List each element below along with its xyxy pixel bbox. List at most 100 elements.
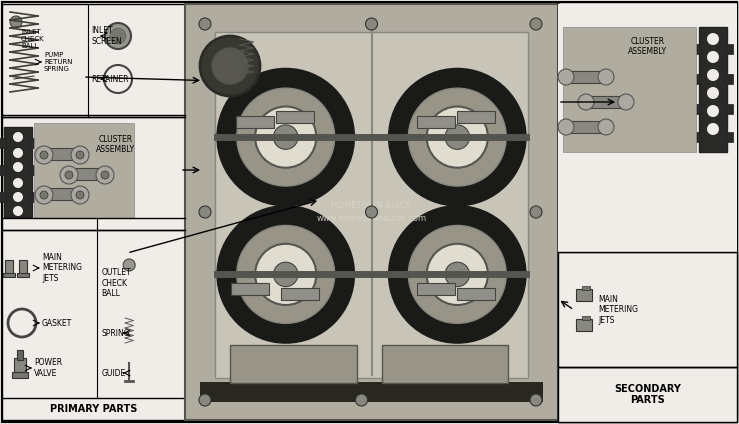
Circle shape <box>409 88 506 186</box>
Circle shape <box>13 132 23 142</box>
Circle shape <box>255 106 316 168</box>
Bar <box>200 382 543 402</box>
Circle shape <box>76 151 84 159</box>
Bar <box>418 283 455 296</box>
Circle shape <box>13 178 23 188</box>
Circle shape <box>255 244 316 305</box>
Bar <box>699 27 727 152</box>
Bar <box>69 168 105 180</box>
Bar <box>693 44 701 54</box>
Bar <box>0 138 6 148</box>
Circle shape <box>65 171 73 179</box>
Circle shape <box>598 69 614 85</box>
Bar <box>2 4 185 117</box>
Bar <box>725 132 733 142</box>
Circle shape <box>707 33 719 45</box>
Bar <box>185 4 558 420</box>
Bar <box>576 319 592 331</box>
Circle shape <box>200 36 260 96</box>
Text: MAIN
METERING
JETS: MAIN METERING JETS <box>42 254 82 282</box>
Text: SECONDARY
PARTS: SECONDARY PARTS <box>614 384 681 405</box>
Circle shape <box>110 28 126 44</box>
Circle shape <box>707 51 719 63</box>
Bar <box>276 111 314 123</box>
Circle shape <box>218 206 354 343</box>
Circle shape <box>40 191 48 199</box>
Circle shape <box>273 262 298 287</box>
Bar <box>30 192 40 202</box>
Bar <box>558 4 737 252</box>
Circle shape <box>104 65 132 93</box>
Circle shape <box>426 244 488 305</box>
Circle shape <box>13 162 23 172</box>
Circle shape <box>707 87 719 99</box>
Bar <box>498 382 540 402</box>
Circle shape <box>618 94 634 110</box>
Circle shape <box>199 18 211 30</box>
Circle shape <box>236 88 335 186</box>
Bar <box>586 96 626 108</box>
Circle shape <box>10 16 22 28</box>
Bar <box>693 104 701 114</box>
Circle shape <box>71 186 89 204</box>
Circle shape <box>355 394 367 406</box>
Text: INLET
SCREEN: INLET SCREEN <box>91 26 122 45</box>
Bar <box>693 132 701 142</box>
Circle shape <box>96 166 114 184</box>
Bar <box>381 345 508 383</box>
Circle shape <box>76 191 84 199</box>
Bar <box>566 121 606 133</box>
Bar <box>30 165 40 175</box>
Bar <box>44 188 80 200</box>
Bar <box>17 273 29 277</box>
Circle shape <box>199 206 211 218</box>
Bar <box>230 345 356 383</box>
Circle shape <box>199 394 211 406</box>
Circle shape <box>273 125 298 149</box>
Bar <box>3 273 15 277</box>
Bar <box>576 289 592 301</box>
Circle shape <box>236 226 335 324</box>
Bar <box>566 71 606 83</box>
Circle shape <box>530 394 542 406</box>
Circle shape <box>445 262 469 287</box>
Bar <box>14 358 26 372</box>
Circle shape <box>558 69 574 85</box>
Circle shape <box>218 69 354 205</box>
Text: PUMP
RETURN
SPRING: PUMP RETURN SPRING <box>44 52 72 72</box>
Circle shape <box>105 23 131 49</box>
Circle shape <box>707 123 719 135</box>
Circle shape <box>60 166 78 184</box>
Text: POWER
VALVE: POWER VALVE <box>34 358 62 377</box>
Circle shape <box>366 18 378 30</box>
Text: GUIDE: GUIDE <box>101 368 126 377</box>
Circle shape <box>558 119 574 135</box>
Text: SPRING: SPRING <box>101 329 130 338</box>
Bar <box>34 123 134 218</box>
Bar <box>457 288 495 300</box>
Circle shape <box>8 309 36 337</box>
Circle shape <box>707 105 719 117</box>
Bar <box>2 218 185 420</box>
Text: OUTLET
CHECK
BALL: OUTLET CHECK BALL <box>101 268 131 298</box>
Circle shape <box>409 226 506 324</box>
Bar <box>725 74 733 84</box>
Bar <box>5 260 13 274</box>
Bar <box>725 104 733 114</box>
Bar <box>457 111 495 123</box>
Bar <box>725 44 733 54</box>
Bar <box>30 138 40 148</box>
Text: CLUSTER
ASSEMBLY: CLUSTER ASSEMBLY <box>96 135 135 154</box>
Circle shape <box>426 106 488 168</box>
Text: HOMETOWN BUICK
www.hometownbuick.com: HOMETOWN BUICK www.hometownbuick.com <box>316 201 426 223</box>
Text: GASKET: GASKET <box>42 318 72 327</box>
Bar <box>17 350 23 360</box>
Circle shape <box>578 94 594 110</box>
Bar <box>693 74 701 84</box>
Bar <box>2 115 185 230</box>
Circle shape <box>445 125 469 149</box>
Circle shape <box>35 146 53 164</box>
Bar <box>2 398 185 420</box>
Bar <box>236 116 273 128</box>
Circle shape <box>530 206 542 218</box>
